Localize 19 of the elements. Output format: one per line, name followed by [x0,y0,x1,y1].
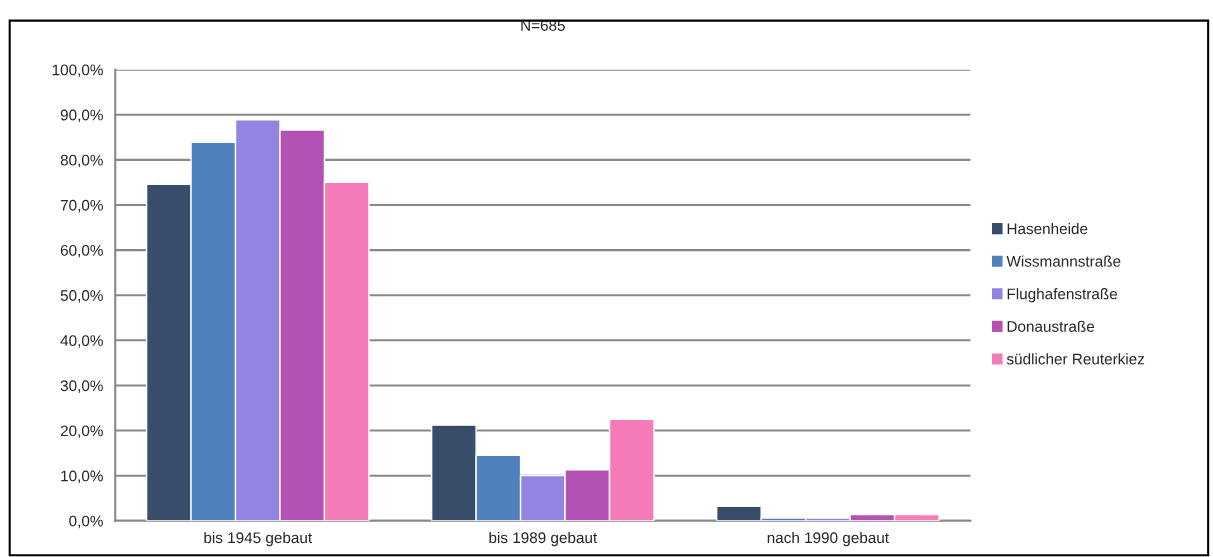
y-tick-label: 60,0% [60,244,103,258]
x-tick-label: nach 1990 gebaut [767,531,889,547]
x-tick-label: bis 1945 gebaut [204,531,313,547]
legend-label: Wissmannstraße [1006,255,1121,267]
y-tick-label: 50,0% [60,290,103,303]
legend-label: Hasenheide [1007,222,1088,235]
y-tick-label: 30,0% [60,380,103,393]
y-tick-label: 0,0% [69,515,103,529]
y-tick-label: 90,0% [60,109,103,123]
y-tick-label: 10,0% [61,470,103,484]
legend-label: südlicher Reuterkiez [1006,353,1145,365]
y-tick-label: 20,0% [60,425,103,439]
y-tick-label: 70,0% [60,199,103,213]
y-tick-label: 100,0% [52,64,103,78]
legend-label: Donaustraße [1007,320,1095,332]
y-tick-label: 80,0% [60,154,103,168]
y-tick-label: 40,0% [60,335,103,348]
legend-label: Flughafenstraße [1007,288,1118,303]
x-tick-label: bis 1989 gebaut [489,531,598,547]
